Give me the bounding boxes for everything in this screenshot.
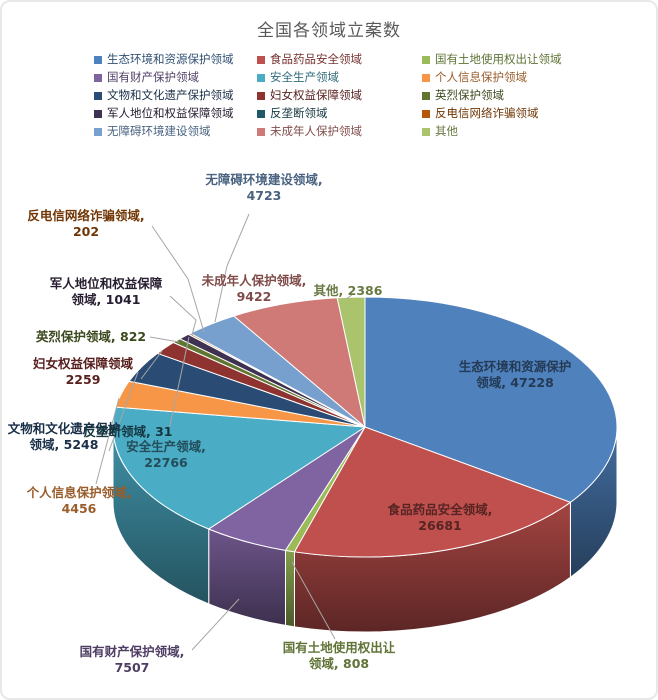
- legend-label: 反电信网络诈骗领域: [435, 106, 539, 120]
- pie-slice-1[interactable]: [293, 426, 571, 558]
- legend-label: 未成年人保护领域: [270, 124, 362, 138]
- legend-label: 反垄断领域: [270, 106, 328, 120]
- leader-line-slice-11: [151, 225, 205, 333]
- legend-label: 国有财产保护领域: [107, 70, 199, 84]
- leader-line-slice-2: [291, 561, 336, 640]
- legend-label: 安全生产领域: [270, 70, 339, 84]
- chart-legend: 生态环境和资源保护领域 食品药品安全领域 国有土地使用权出让领域国有财产保护领域 安全…: [94, 52, 599, 139]
- legend-item-9[interactable]: 军人地位和权益保障领域: [94, 106, 257, 121]
- leader-line-slice-6: [108, 371, 139, 452]
- leader-line-slice-12: [214, 213, 250, 323]
- legend-swatch-icon: [422, 55, 430, 64]
- legend-swatch-icon: [257, 55, 265, 64]
- pie-slice-13[interactable]: [233, 297, 366, 428]
- legend-item-7[interactable]: 妇女权益保障领域: [257, 88, 422, 103]
- legend-item-6[interactable]: 文物和文化遗产保护领域: [94, 88, 257, 103]
- legend-item-5[interactable]: 个人信息保护领域: [422, 70, 599, 85]
- legend-swatch-icon: [422, 127, 430, 136]
- leader-line-slice-7: [140, 350, 163, 380]
- legend-swatch-icon: [422, 109, 430, 118]
- legend-swatch-icon: [257, 109, 265, 118]
- legend-label: 妇女权益保障领域: [270, 88, 362, 102]
- legend-item-14[interactable]: 其他: [422, 124, 599, 139]
- leader-line-slice-5: [95, 397, 120, 485]
- legend-item-0[interactable]: 生态环境和资源保护领域: [94, 52, 257, 67]
- legend-swatch-icon: [257, 127, 265, 136]
- legend-label: 英烈保护领域: [435, 88, 504, 102]
- legend-item-4[interactable]: 安全生产领域: [257, 70, 422, 85]
- legend-item-13[interactable]: 未成年人保护领域: [257, 124, 422, 139]
- legend-label: 其他: [435, 124, 458, 138]
- legend-label: 国有土地使用权出让领域: [435, 52, 562, 66]
- legend-swatch-icon: [422, 91, 430, 100]
- legend-swatch-icon: [257, 73, 265, 82]
- legend-item-11[interactable]: 反电信网络诈骗领域: [422, 106, 599, 121]
- chart-title: 全国各领域立案数: [257, 21, 401, 41]
- legend-swatch-icon: [94, 91, 102, 100]
- legend-label: 军人地位和权益保障领域: [107, 106, 234, 120]
- leader-line-slice-9: [169, 295, 197, 336]
- legend-swatch-icon: [94, 55, 102, 64]
- legend-swatch-icon: [94, 73, 102, 82]
- legend-label: 生态环境和资源保护领域: [107, 52, 234, 66]
- legend-item-10[interactable]: 反垄断领域: [257, 106, 422, 121]
- legend-item-12[interactable]: 无障碍环境建设领域: [94, 124, 257, 139]
- legend-label: 无障碍环境建设领域: [107, 124, 211, 138]
- leader-line-slice-10: [168, 336, 190, 431]
- legend-item-3[interactable]: 国有财产保护领域: [94, 70, 257, 85]
- leader-line-slice-8: [149, 336, 180, 343]
- legend-label: 文物和文化遗产保护领域: [107, 88, 234, 102]
- leader-line-slice-3: [191, 598, 240, 651]
- legend-swatch-icon: [257, 91, 265, 100]
- pie-slice-wall-2: [284, 549, 295, 628]
- legend-swatch-icon: [94, 127, 102, 136]
- legend-label: 个人信息保护领域: [435, 70, 527, 84]
- legend-swatch-icon: [94, 109, 102, 118]
- leader-line-slice-14: [345, 294, 353, 300]
- legend-label: 食品药品安全领域: [270, 52, 362, 66]
- legend-item-1[interactable]: 食品药品安全领域: [257, 52, 422, 67]
- pie-slice-0[interactable]: [364, 296, 618, 503]
- legend-item-8[interactable]: 英烈保护领域: [422, 88, 599, 103]
- pie-slice-14[interactable]: [336, 296, 366, 428]
- legend-item-2[interactable]: 国有土地使用权出让领域: [422, 52, 599, 67]
- legend-swatch-icon: [422, 73, 430, 82]
